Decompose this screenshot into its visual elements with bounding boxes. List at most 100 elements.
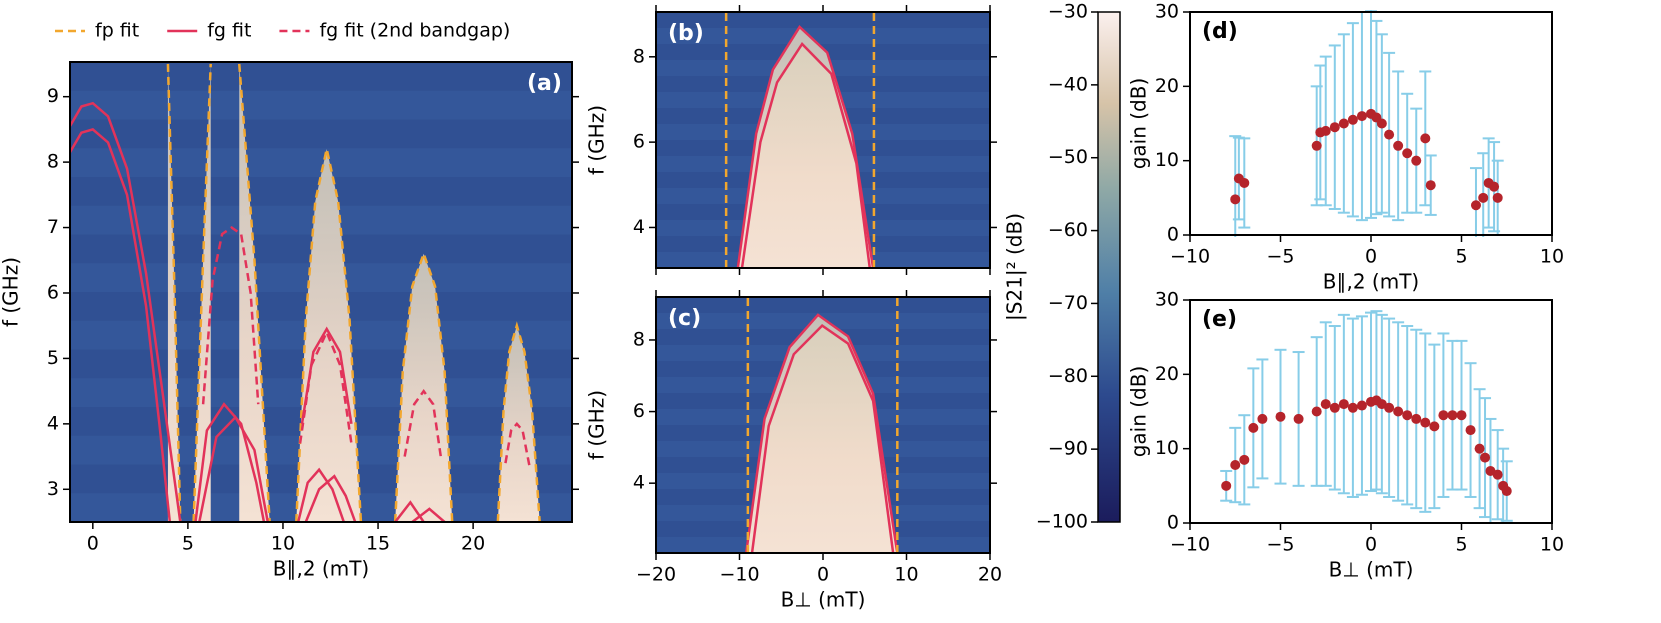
data-point bbox=[1338, 118, 1349, 129]
fit-line bbox=[393, 249, 454, 522]
plot-frame bbox=[69, 61, 573, 523]
data-point bbox=[1447, 410, 1458, 421]
y-tick-label: 5 bbox=[47, 347, 59, 369]
y-axis-label: gain (dB) bbox=[1127, 366, 1151, 458]
heatmap-texture bbox=[70, 62, 572, 91]
y-tick-label: 10 bbox=[1155, 149, 1179, 171]
colorbar-tick-label: −60 bbox=[1048, 219, 1088, 241]
x-tick-label: −10 bbox=[719, 564, 759, 586]
data-point bbox=[1384, 129, 1395, 140]
heatmap-layer bbox=[656, 12, 990, 268]
y-tick-label: 20 bbox=[1155, 363, 1179, 385]
fit-line bbox=[740, 42, 871, 268]
y-tick-label: 7 bbox=[47, 216, 59, 238]
data-point bbox=[1230, 194, 1241, 205]
x-tick-label: 0 bbox=[817, 564, 829, 586]
y-tick-label: 4 bbox=[633, 216, 645, 238]
data-point bbox=[1501, 486, 1512, 497]
heatmap-bright-region bbox=[497, 325, 540, 522]
data-point bbox=[1384, 402, 1395, 413]
heatmap-layer bbox=[70, 62, 572, 522]
data-point bbox=[1239, 454, 1250, 465]
x-tick-label: −5 bbox=[1266, 534, 1294, 556]
x-tick-label: 15 bbox=[366, 533, 390, 555]
data-point bbox=[1420, 417, 1431, 428]
fit-line bbox=[194, 402, 266, 522]
panel-label: (c) bbox=[668, 306, 701, 331]
x-tick-label: −20 bbox=[636, 564, 676, 586]
x-axis-label: B⊥ (mT) bbox=[781, 588, 866, 612]
y-axis-label: f (GHz) bbox=[585, 390, 609, 460]
data-point bbox=[1311, 406, 1322, 417]
x-axis-label: B∥,2 (mT) bbox=[1323, 270, 1419, 294]
data-point bbox=[1311, 140, 1322, 151]
data-layer bbox=[1220, 310, 1513, 524]
fit-line bbox=[70, 101, 182, 522]
data-point bbox=[1411, 155, 1422, 166]
heatmap-bright-region bbox=[752, 325, 894, 553]
fit-line bbox=[504, 421, 532, 470]
plot-frame bbox=[655, 11, 991, 269]
colorbar-tick-label: −70 bbox=[1048, 292, 1088, 314]
x-tick-label: 20 bbox=[461, 533, 485, 555]
data-point bbox=[1347, 114, 1358, 125]
data-point bbox=[1489, 181, 1500, 192]
colorbar-tick-label: −100 bbox=[1036, 511, 1088, 533]
heatmap-texture bbox=[656, 297, 990, 313]
y-tick-label: 4 bbox=[47, 412, 59, 434]
colorbar-tick-label: −80 bbox=[1048, 365, 1088, 387]
fit-line bbox=[296, 467, 345, 522]
colorbar-tick-label: −50 bbox=[1048, 146, 1088, 168]
fit-line bbox=[744, 313, 899, 553]
plot-frame bbox=[1189, 299, 1553, 524]
fit-line bbox=[198, 415, 269, 522]
data-point bbox=[1239, 177, 1250, 188]
x-tick-label: 0 bbox=[1365, 534, 1377, 556]
data-point bbox=[1356, 400, 1367, 411]
data-point bbox=[1275, 411, 1286, 422]
x-tick-label: −10 bbox=[1170, 246, 1210, 268]
data-point bbox=[1478, 192, 1489, 203]
y-tick-label: 3 bbox=[47, 478, 59, 500]
x-axis-label: B⊥ (mT) bbox=[1329, 558, 1414, 582]
heatmap-texture bbox=[656, 12, 990, 28]
legend-label: fg fit (2nd bandgap) bbox=[319, 20, 510, 42]
data-point bbox=[1376, 118, 1387, 129]
y-axis-label: f (GHz) bbox=[585, 105, 609, 175]
data-point bbox=[1257, 413, 1268, 424]
colorbar bbox=[1097, 11, 1121, 523]
data-point bbox=[1329, 402, 1340, 413]
y-tick-label: 10 bbox=[1155, 437, 1179, 459]
data-point bbox=[1402, 410, 1413, 421]
panel-label: (b) bbox=[668, 21, 704, 46]
y-tick-label: 8 bbox=[633, 45, 645, 67]
panel-label: (d) bbox=[1202, 19, 1238, 44]
x-tick-label: 5 bbox=[1455, 246, 1467, 268]
data-point bbox=[1402, 148, 1413, 159]
data-point bbox=[1347, 402, 1358, 413]
x-tick-label: −10 bbox=[1170, 534, 1210, 556]
fit-line bbox=[750, 324, 895, 553]
colorbar-tick-label: −40 bbox=[1048, 73, 1088, 95]
y-tick-label: 6 bbox=[47, 281, 59, 303]
plot-frame bbox=[1189, 11, 1553, 236]
data-point bbox=[1470, 200, 1481, 211]
heatmap-texture bbox=[70, 119, 572, 149]
data-point bbox=[1480, 452, 1491, 463]
data-point bbox=[1456, 410, 1467, 421]
heatmap-layer bbox=[656, 297, 990, 553]
fit-line bbox=[166, 63, 182, 522]
data-point bbox=[1411, 413, 1422, 424]
x-tick-label: 20 bbox=[978, 564, 1002, 586]
x-tick-label: 10 bbox=[1540, 534, 1564, 556]
data-point bbox=[1465, 425, 1476, 436]
data-point bbox=[1492, 469, 1503, 480]
y-tick-label: 20 bbox=[1155, 75, 1179, 97]
fit-line bbox=[411, 507, 446, 522]
fit-line bbox=[201, 226, 260, 405]
y-tick-label: 8 bbox=[47, 151, 59, 173]
data-point bbox=[1320, 399, 1331, 410]
x-tick-label: 5 bbox=[1455, 534, 1467, 556]
data-point bbox=[1425, 180, 1436, 191]
